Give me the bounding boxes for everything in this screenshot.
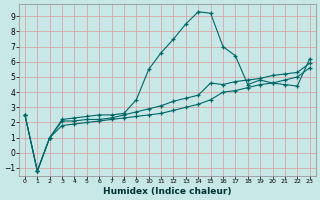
X-axis label: Humidex (Indice chaleur): Humidex (Indice chaleur) [103, 187, 232, 196]
